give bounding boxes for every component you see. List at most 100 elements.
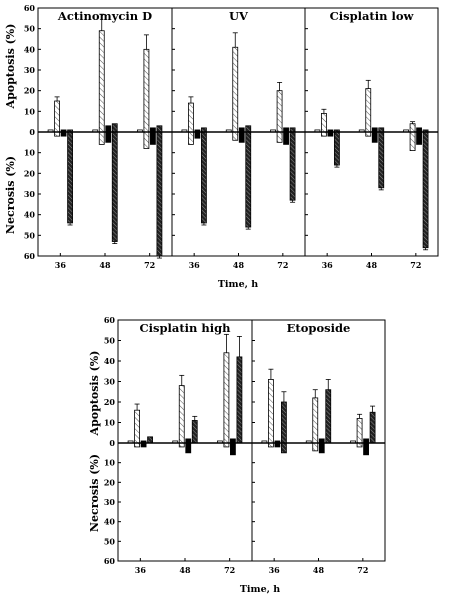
bar-apoptosis-black (105, 125, 112, 133)
bar-necrosis-black (238, 131, 245, 143)
bar-necrosis-black (363, 442, 369, 456)
bar-necrosis-black (283, 131, 289, 145)
x-tick-label: 36 (269, 565, 281, 575)
y-tick-label: 10 (104, 458, 116, 468)
bar-necrosis-hatched-light (232, 131, 239, 141)
bar-apoptosis-hatched-light (98, 30, 105, 133)
bar-apoptosis-hatched-light (356, 417, 363, 444)
bar-apoptosis-hatched-light (312, 397, 319, 444)
bar-necrosis-black (105, 131, 112, 143)
bar-apoptosis-hatched-dark (111, 123, 118, 133)
panel-title: Cisplatin low (330, 9, 415, 23)
panel-title: UV (229, 9, 249, 23)
bar-necrosis-hatched-light (188, 131, 194, 145)
y-tick-label: 50 (104, 336, 116, 346)
chart-panel-3: Cisplatin high 60 50 40 30 20 10 0 10 20 30 40 50 60 3… (104, 315, 253, 575)
x-tick-label: 36 (135, 565, 147, 575)
x-label-row2: Time, h (240, 584, 280, 595)
bar-necrosis-hatched-light (276, 131, 283, 143)
y-tick-label: 40 (24, 210, 36, 220)
y-label-apoptosis-row2: Apoptosis (%) (88, 351, 101, 437)
y-tick-label: 20 (104, 477, 116, 487)
bar-necrosis-hatched-light (98, 131, 105, 145)
bar-necrosis-black (150, 131, 156, 145)
bar-necrosis-hatched-dark (334, 131, 340, 166)
bar-apoptosis-hatched-light (188, 102, 194, 133)
y-tick-label: 20 (24, 86, 36, 96)
bar-necrosis-hatched-dark (201, 131, 207, 224)
bar-necrosis-black (230, 442, 236, 456)
bar-necrosis-black (194, 131, 201, 139)
bar-necrosis-hatched-dark (422, 131, 429, 249)
bar-necrosis-black (371, 131, 378, 143)
bar-necrosis-black (318, 442, 325, 454)
y-tick-label: 20 (104, 397, 116, 407)
bar-necrosis-hatched-light (312, 442, 319, 452)
y-tick-label: 30 (104, 497, 116, 507)
x-tick-label: 48 (313, 565, 325, 575)
y-tick-label: 40 (104, 356, 116, 366)
x-tick-label: 36 (189, 260, 201, 270)
bar-apoptosis-hatched-light (134, 409, 140, 444)
x-tick-label: 72 (357, 565, 368, 575)
bar-apoptosis-hatched-dark (236, 356, 243, 444)
bar-apoptosis-hatched-dark (191, 420, 198, 444)
bar-apoptosis-hatched-dark (156, 125, 163, 133)
x-tick-label: 72 (410, 260, 421, 270)
bar-apoptosis-hatched-light (178, 385, 185, 444)
bar-apoptosis-hatched-light (365, 88, 372, 133)
y-tick-label: 50 (24, 230, 36, 240)
y-tick-label: 30 (24, 189, 36, 199)
y-tick-label: 60 (24, 251, 36, 261)
y-label-apoptosis-row1: Apoptosis (%) (4, 24, 17, 110)
x-tick-label: 36 (322, 260, 334, 270)
y-tick-label: 30 (104, 377, 116, 387)
y-tick-label: 50 (24, 24, 36, 34)
y-tick-label: 60 (104, 556, 116, 566)
y-tick-label: 20 (24, 168, 36, 178)
y-label-necrosis-row1: Necrosis (%) (4, 156, 17, 234)
bar-necrosis-black (185, 442, 192, 454)
y-tick-label: 60 (24, 3, 36, 13)
bar-apoptosis-hatched-light (276, 90, 283, 133)
y-tick-label: 50 (104, 536, 116, 546)
bar-apoptosis-hatched-dark (369, 411, 376, 444)
bar-apoptosis-hatched-dark (281, 401, 287, 444)
bar-necrosis-hatched-dark (245, 131, 252, 228)
x-tick-label: 72 (144, 260, 155, 270)
x-label-row1: Time, h (218, 279, 258, 290)
bar-apoptosis-hatched-dark (245, 125, 252, 133)
y-tick-label: 0 (29, 127, 35, 137)
y-tick-label: 10 (104, 418, 116, 428)
bar-necrosis-hatched-dark (281, 442, 287, 454)
y-tick-label: 40 (104, 517, 116, 527)
y-tick-label: 0 (109, 438, 115, 448)
panel-title: Etoposide (287, 321, 351, 335)
x-tick-label: 36 (55, 260, 67, 270)
bar-necrosis-hatched-dark (111, 131, 118, 242)
chart-panel-1: UV 36 48 72 (171, 7, 306, 270)
chart-panel-2: Cisplatin low 36 48 72 (304, 7, 439, 270)
bar-necrosis-hatched-dark (378, 131, 385, 189)
chart-panel-4: Etoposide 36 48 72 (251, 319, 386, 575)
x-tick-label: 48 (99, 260, 111, 270)
bar-apoptosis-hatched-light (223, 352, 230, 444)
x-tick-label: 72 (224, 565, 235, 575)
y-tick-label: 40 (24, 44, 36, 54)
panel-title: Actinomycin D (57, 9, 152, 23)
bar-apoptosis-hatched-light (232, 46, 239, 133)
bar-necrosis-hatched-light (143, 131, 150, 149)
y-label-necrosis-row2: Necrosis (%) (88, 454, 101, 532)
panel-title: Cisplatin high (139, 321, 231, 335)
y-tick-label: 10 (24, 106, 36, 116)
chart-panel-0: Actinomycin D 60 50 40 30 20 10 0 10 20 30 40 50 60 36… (24, 3, 173, 270)
bar-apoptosis-hatched-dark (147, 436, 153, 444)
x-tick-label: 48 (233, 260, 245, 270)
y-tick-label: 10 (24, 148, 36, 158)
y-tick-label: 30 (24, 65, 36, 75)
bar-apoptosis-hatched-light (54, 100, 60, 133)
chart-panels: Actinomycin D 60 50 40 30 20 10 0 10 20 30 40 50 60 36… (24, 3, 439, 575)
bar-apoptosis-hatched-light (321, 113, 327, 133)
x-tick-label: 72 (277, 260, 288, 270)
